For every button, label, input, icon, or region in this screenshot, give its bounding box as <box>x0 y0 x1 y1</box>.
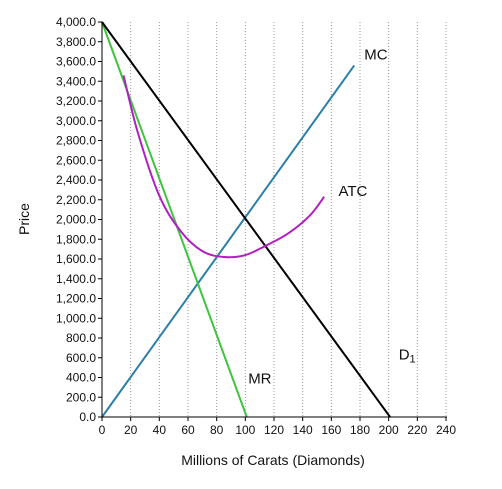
y-tick-label: 800.0 <box>66 331 96 345</box>
y-tick-label: 1,800.0 <box>56 232 96 246</box>
series-mr-line <box>101 21 248 418</box>
x-tick-label: 160 <box>321 423 341 437</box>
series-mc-line <box>101 64 356 418</box>
x-tick-label: 140 <box>293 423 313 437</box>
y-tick-label: 1,000.0 <box>56 311 96 325</box>
x-axis-title: Millions of Carats (Diamonds) <box>181 452 365 468</box>
y-tick-label: 3,200.0 <box>56 94 96 108</box>
y-tick-label: 2,000.0 <box>56 213 96 227</box>
y-tick-label: 1,600.0 <box>56 252 96 266</box>
curve-labels: MC ATC D1 MR <box>248 47 415 388</box>
x-tick-label: 120 <box>264 423 284 437</box>
curve-label-d1: D1 <box>399 347 416 366</box>
y-tick-label: 200.0 <box>66 390 96 404</box>
curve-label-atc: ATC <box>339 183 368 200</box>
series-lines <box>101 21 391 418</box>
y-tick-label: 3,600.0 <box>56 55 96 69</box>
series-atc-line <box>122 75 325 259</box>
x-tick-label: 60 <box>181 423 195 437</box>
curve-label-subscript: 1 <box>410 354 416 366</box>
y-tick-label: 3,400.0 <box>56 74 96 88</box>
y-tick-label: 3,000.0 <box>56 114 96 128</box>
x-tick-label: 40 <box>153 423 167 437</box>
y-tick-label: 1,200.0 <box>56 292 96 306</box>
y-axis-title: Price <box>16 203 32 235</box>
y-tick-label: 2,200.0 <box>56 193 96 207</box>
y-tick-label: 600.0 <box>66 351 96 365</box>
axes <box>101 22 447 418</box>
y-tick-label: 0.0 <box>79 410 96 424</box>
x-tick-label: 180 <box>350 423 370 437</box>
x-tick-label: 240 <box>436 423 456 437</box>
x-tick-label: 220 <box>407 423 427 437</box>
curve-label-mc: MC <box>364 47 387 64</box>
tick-labels: 0.0 200.0 400.0 600.0 800.0 1,000.0 1,200.0 1,4… <box>56 15 456 437</box>
y-tick-label: 400.0 <box>66 371 96 385</box>
series-d1-line <box>101 21 391 418</box>
y-tick-label: 3,800.0 <box>56 35 96 49</box>
x-tick-label: 20 <box>124 423 138 437</box>
x-tick-label: 0 <box>99 423 106 437</box>
x-tick-label: 100 <box>235 423 255 437</box>
x-tick-label: 80 <box>210 423 224 437</box>
y-tick-label: 4,000.0 <box>56 15 96 29</box>
y-tick-label: 2,400.0 <box>56 173 96 187</box>
y-tick-label: 1,400.0 <box>56 272 96 286</box>
curve-label-mr: MR <box>248 370 271 387</box>
x-tick-label: 200 <box>379 423 399 437</box>
y-tick-label: 2,800.0 <box>56 134 96 148</box>
y-tick-label: 2,600.0 <box>56 153 96 167</box>
